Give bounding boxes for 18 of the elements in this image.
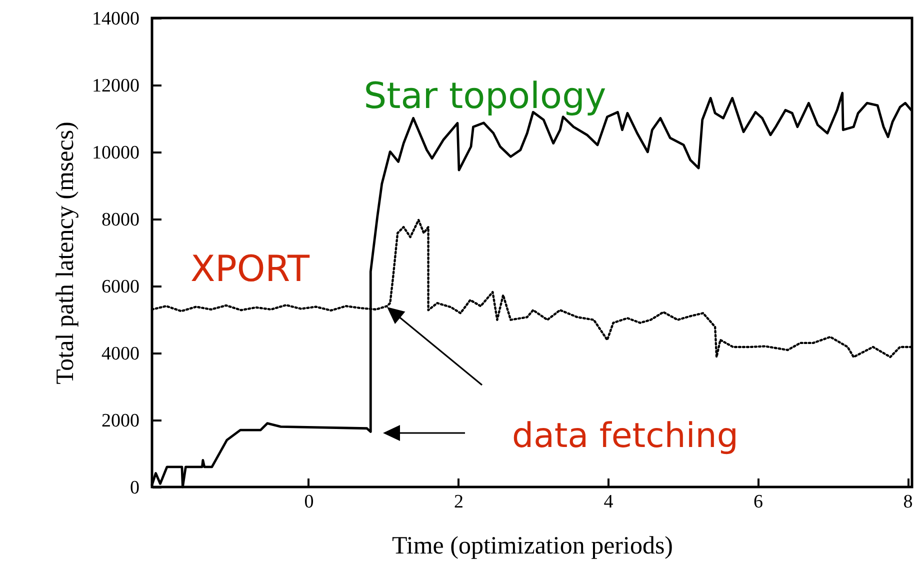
y-tick-label: 6000 — [102, 276, 140, 298]
y-tick-label: 10000 — [92, 142, 140, 164]
y-tick-label: 8000 — [102, 210, 140, 230]
y-tick-label: 4000 — [102, 344, 140, 364]
y-tick-label: 2000 — [102, 410, 140, 432]
annotation: data fetching — [512, 416, 738, 456]
y-tick-label: 14000 — [92, 8, 140, 30]
series-label: XPORT — [190, 249, 311, 290]
x-tick-label: 8 — [903, 492, 913, 512]
x-tick-label: 4 — [604, 492, 614, 512]
x-axis-title: Time (optimization periods) — [392, 532, 673, 560]
series-label: Star topology — [364, 76, 606, 117]
y-tick-label: 0 — [130, 478, 140, 498]
y-axis-title: Total path latency (msecs) — [52, 122, 79, 384]
x-tick-label: 2 — [454, 492, 464, 512]
x-tick-label: 0 — [304, 492, 314, 512]
x-tick-label: 6 — [754, 492, 764, 512]
y-tick-label: 12000 — [92, 76, 140, 96]
